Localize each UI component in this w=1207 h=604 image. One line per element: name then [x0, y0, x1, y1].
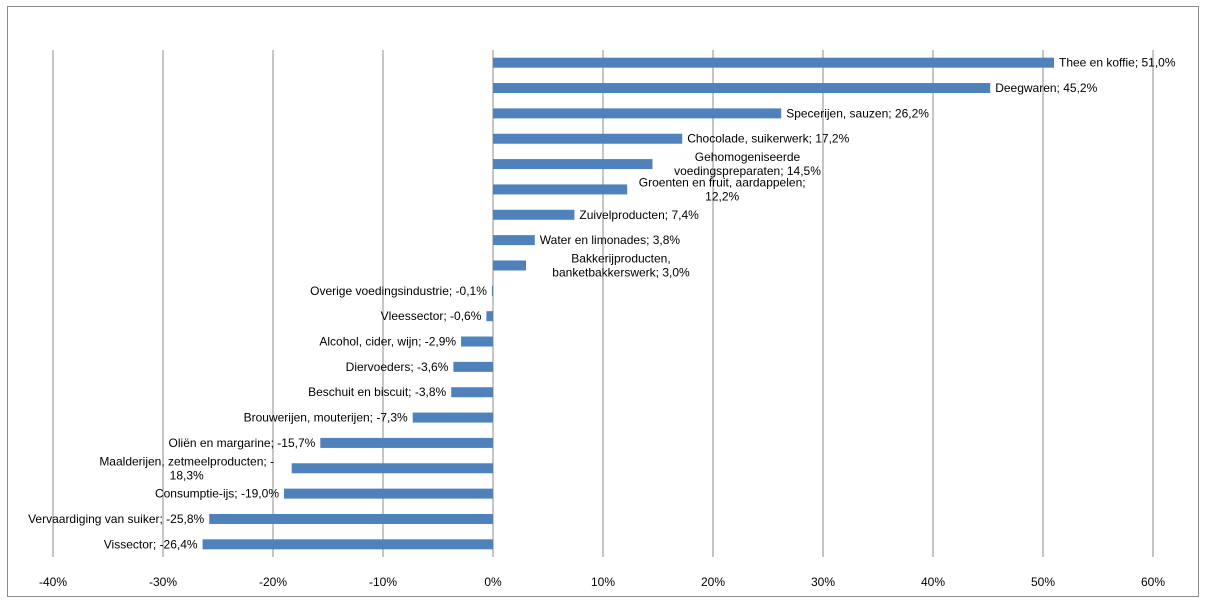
data-label: Oliën en margarine; -15,7% — [169, 436, 316, 450]
data-label-line: banketbakkerswerk; 3,0% — [552, 265, 690, 279]
bars — [202, 57, 1054, 550]
data-label: Water en limonades; 3,8% — [540, 233, 681, 247]
data-label: Bakkerijproducten, banketbakkerswerk; 3,0… — [552, 251, 690, 279]
data-label: Specerijen, sauzen; 26,2% — [786, 106, 929, 120]
data-label-line: Vleessector; -0,6% — [381, 309, 482, 323]
data-label: Gehomogeniseerde voedingspreparaten; 14,5… — [674, 150, 821, 178]
data-label: Vervaardiging van suiker; -25,8% — [28, 512, 204, 526]
x-tick-label: 60% — [1141, 575, 1165, 589]
data-label-line: Oliën en margarine; -15,7% — [169, 436, 316, 450]
data-labels: Thee en koffie; 51,0% Deegwaren; 45,2% Spe… — [28, 56, 1176, 552]
bar — [202, 539, 493, 550]
bar — [284, 488, 493, 499]
data-label-line: Alcohol, cider, wijn; -2,9% — [319, 335, 456, 349]
x-tick-label: -30% — [149, 575, 177, 589]
data-label: Groenten en fruit, aardappelen; 12,2% — [639, 175, 806, 203]
data-label-line: Brouwerijen, mouterijen; -7,3% — [244, 411, 408, 425]
data-label: Thee en koffie; 51,0% — [1059, 56, 1176, 70]
data-label-line: Groenten en fruit, aardappelen; — [639, 175, 806, 189]
data-label-line: 12,2% — [705, 189, 739, 203]
data-label-line: Bakkerijproducten, — [571, 251, 670, 265]
bar — [291, 463, 493, 474]
data-label: Consumptie-ijs; -19,0% — [155, 487, 279, 501]
data-label: Diervoeders; -3,6% — [346, 360, 449, 374]
x-tick-label: -20% — [259, 575, 287, 589]
x-tick-label: 0% — [484, 575, 502, 589]
data-label-line: Vervaardiging van suiker; -25,8% — [28, 512, 204, 526]
data-label-line: voedingspreparaten; 14,5% — [674, 164, 821, 178]
data-label-line: Thee en koffie; 51,0% — [1059, 56, 1176, 70]
bar — [486, 311, 493, 322]
bar — [493, 209, 575, 220]
bar — [493, 108, 782, 119]
data-label-line: Vissector; -26,4% — [104, 537, 198, 551]
bar — [493, 133, 683, 144]
data-label: Vissector; -26,4% — [104, 537, 198, 551]
bar — [453, 361, 493, 372]
data-label-line: Chocolade, suikerwerk; 17,2% — [687, 132, 849, 146]
bar — [491, 285, 493, 296]
gridlines — [52, 50, 1154, 557]
data-label: Brouwerijen, mouterijen; -7,3% — [244, 411, 408, 425]
x-tick-label: -10% — [369, 575, 397, 589]
bar — [461, 336, 493, 347]
bar — [493, 184, 628, 195]
bar — [493, 235, 535, 246]
data-label-line: Specerijen, sauzen; 26,2% — [786, 106, 929, 120]
bar — [493, 159, 653, 170]
data-label: Overige voedingsindustrie; -0,1% — [310, 284, 487, 298]
x-tick-label: 30% — [811, 575, 835, 589]
data-label: Maalderijen, zetmeelproducten; -18,3% — [99, 454, 274, 482]
data-label-line: Diervoeders; -3,6% — [346, 360, 449, 374]
data-label-line: Beschuit en biscuit; -3,8% — [308, 385, 446, 399]
data-label: Chocolade, suikerwerk; 17,2% — [687, 132, 849, 146]
data-label-line: Overige voedingsindustrie; -0,1% — [310, 284, 487, 298]
data-label: Zuivelproducten; 7,4% — [579, 208, 699, 222]
bar — [320, 437, 493, 448]
x-axis-tick-labels: -40% -30% -20% -10% 0% 10% 20% 30% 40% 50% 60% — [39, 575, 1165, 589]
data-label: Deegwaren; 45,2% — [995, 81, 1097, 95]
bar — [209, 513, 493, 524]
data-label-line: Zuivelproducten; 7,4% — [579, 208, 699, 222]
x-tick-label: 50% — [1031, 575, 1055, 589]
data-label: Alcohol, cider, wijn; -2,9% — [319, 335, 456, 349]
data-label-line: 18,3% — [170, 468, 204, 482]
bar — [493, 57, 1054, 68]
x-tick-label: 40% — [921, 575, 945, 589]
data-label: Vleessector; -0,6% — [381, 309, 482, 323]
data-label-line: Maalderijen, zetmeelproducten; - — [99, 454, 274, 468]
data-label-line: Consumptie-ijs; -19,0% — [155, 487, 279, 501]
bar — [493, 83, 991, 94]
bar — [451, 387, 493, 398]
data-label-line: Gehomogeniseerde — [695, 150, 801, 164]
data-label-line: Water en limonades; 3,8% — [540, 233, 681, 247]
data-label: Beschuit en biscuit; -3,8% — [308, 385, 446, 399]
x-tick-label: 20% — [701, 575, 725, 589]
bar — [412, 412, 493, 423]
x-tick-label: 10% — [591, 575, 615, 589]
data-label-line: Deegwaren; 45,2% — [995, 81, 1097, 95]
x-tick-label: -40% — [39, 575, 67, 589]
bar — [493, 260, 526, 271]
